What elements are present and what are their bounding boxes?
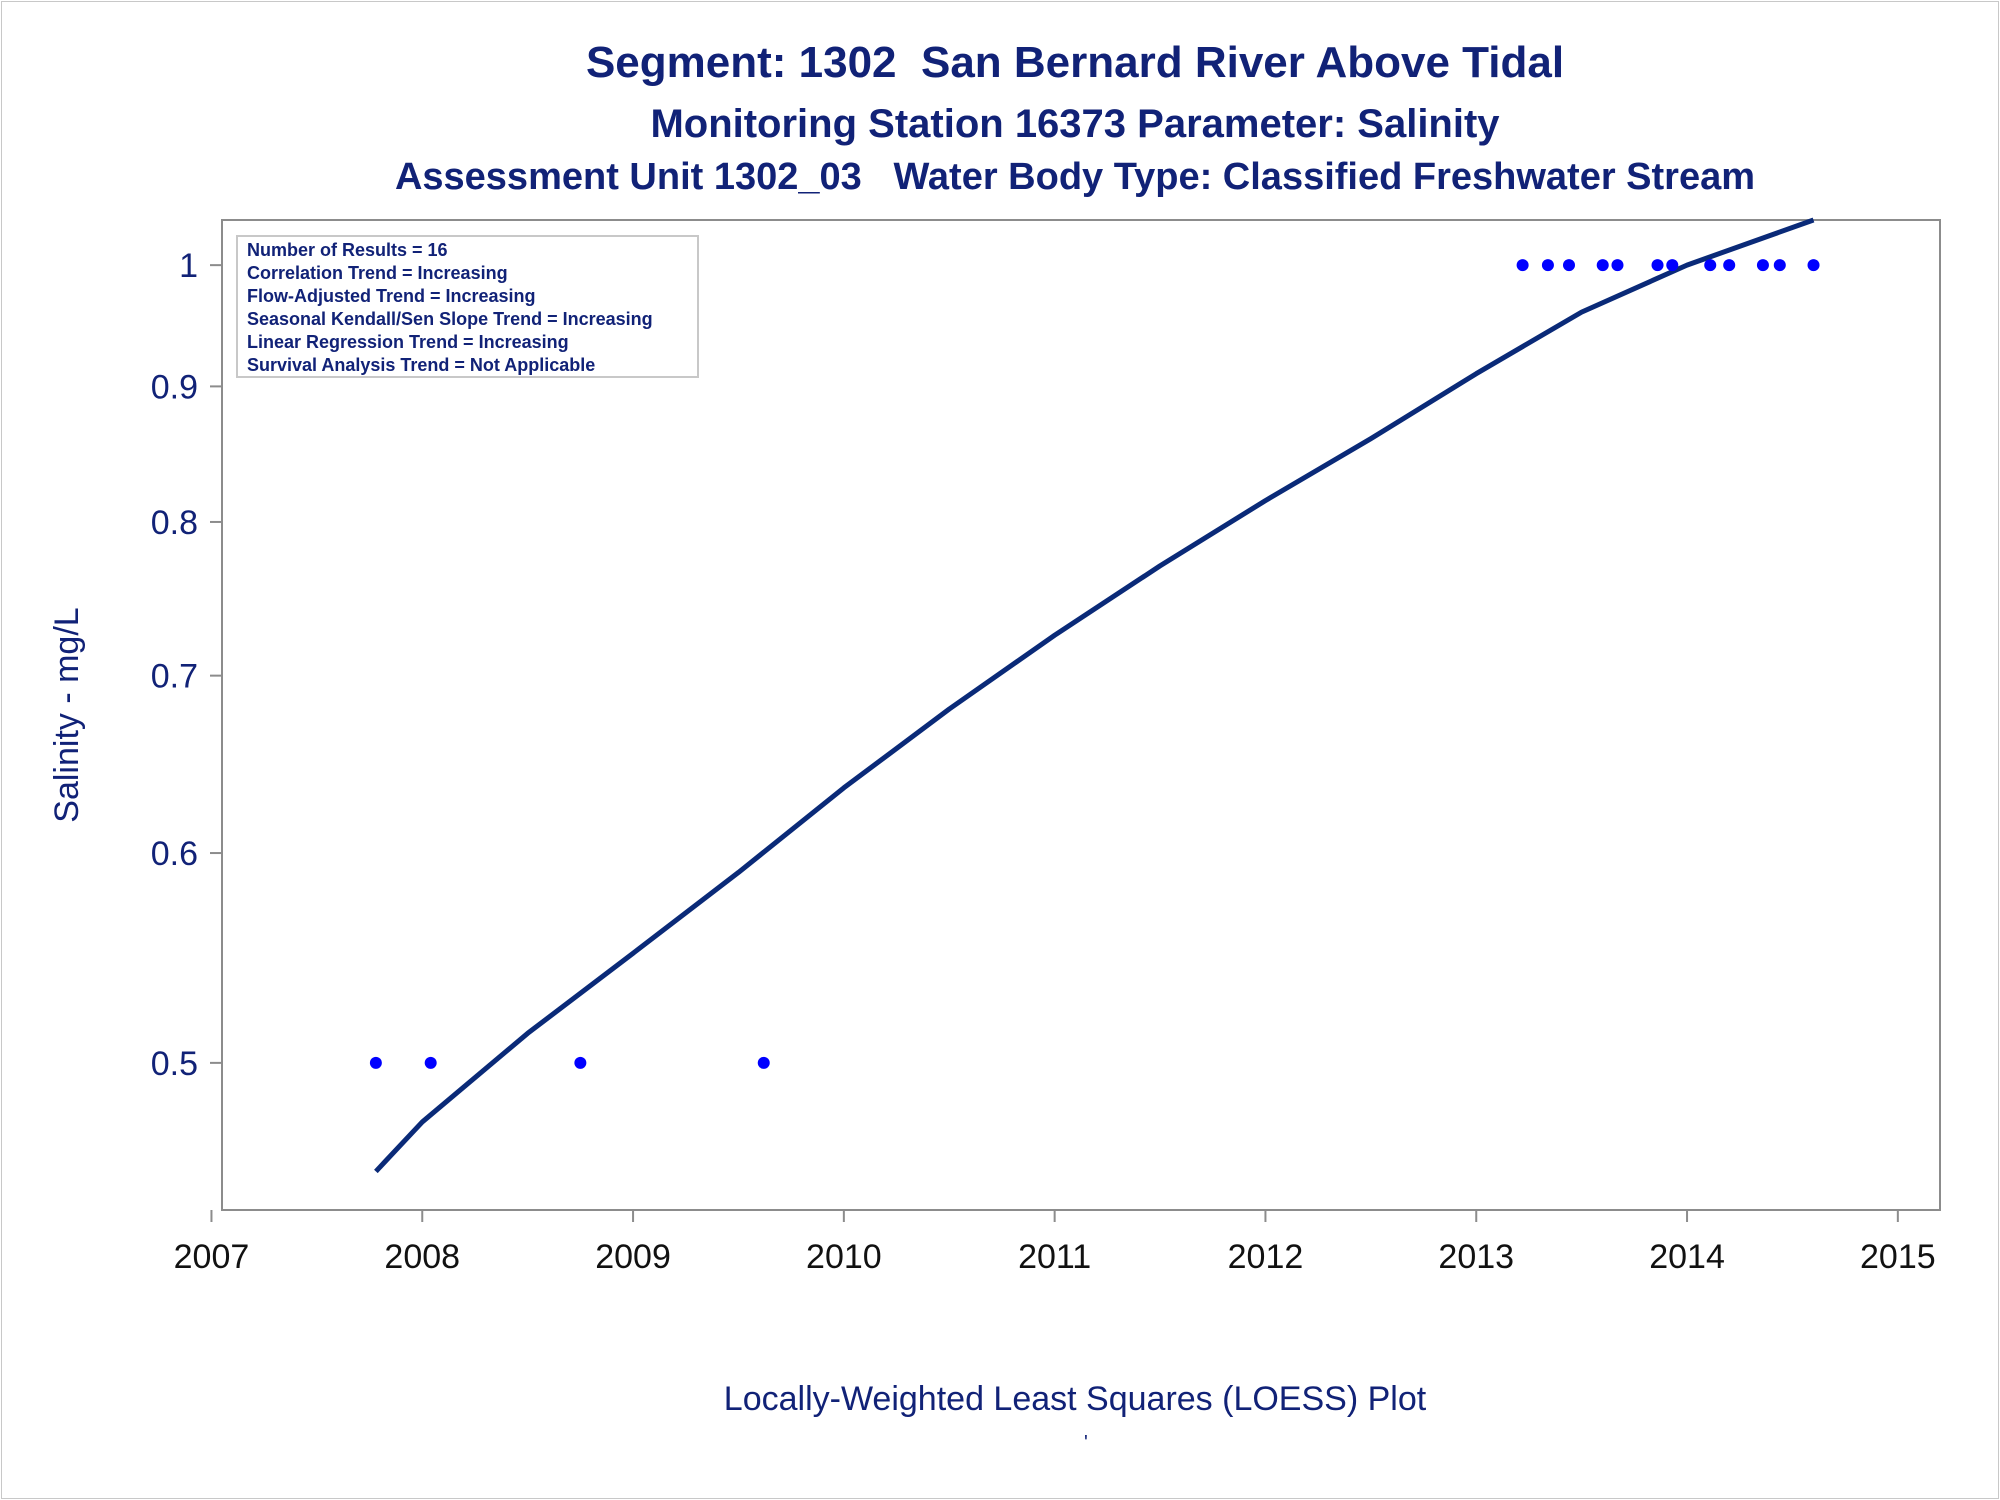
x-axis: 2007 2008 2009 2010 2011 2012 2013 2014 2015: [174, 1210, 1936, 1276]
data-point: [1611, 259, 1624, 272]
chart-subtitle-assessment: Assessment Unit 1302_03 Water Body Type:…: [394, 156, 1756, 198]
y-tick-label: 0.9: [151, 368, 198, 406]
legend-line: Correlation Trend = Increasing: [247, 263, 508, 283]
x-tick-label: 2014: [1649, 1238, 1725, 1276]
data-point: [757, 1056, 770, 1069]
data-point: [574, 1056, 587, 1069]
data-point: [1596, 259, 1609, 272]
y-axis: 0.5 0.6 0.7 0.8 0.9 1: [151, 247, 222, 1083]
data-point: [1516, 259, 1529, 272]
x-tick-label: 2011: [1018, 1238, 1091, 1276]
y-tick-label: 1: [179, 247, 198, 285]
loess-curve-layer: [374, 217, 1815, 1174]
data-point: [1704, 259, 1717, 272]
x-tick-label: 2009: [595, 1238, 671, 1276]
x-tick-label: 2010: [806, 1238, 882, 1276]
data-point: [1541, 259, 1554, 272]
x-tick-label: 2007: [174, 1238, 250, 1276]
y-axis-label: Salinity - mg/L: [48, 607, 86, 822]
legend-line: Number of Results = 16: [247, 240, 448, 260]
data-point: [1756, 259, 1769, 272]
plot-footnote: Locally-Weighted Least Squares (LOESS) P…: [723, 1380, 1427, 1418]
data-point: [1651, 259, 1664, 272]
y-tick-label: 0.6: [151, 835, 198, 873]
data-point: [1666, 259, 1679, 272]
chart-subtitle-station: Monitoring Station 16373 Parameter: Sali…: [650, 102, 1500, 146]
x-tick-label: 2015: [1860, 1238, 1936, 1276]
data-point: [1807, 259, 1820, 272]
y-tick-label: 0.8: [151, 504, 198, 542]
chart-title: Segment: 1302 San Bernard River Above Ti…: [585, 38, 1565, 87]
data-point: [369, 1056, 382, 1069]
y-tick-label: 0.7: [151, 658, 198, 696]
legend-line: Linear Regression Trend = Increasing: [247, 332, 569, 352]
y-tick-label: 0.5: [151, 1045, 198, 1083]
trend-legend: Number of Results = 16 Correlation Trend …: [236, 235, 699, 378]
x-tick-label: 2013: [1438, 1238, 1514, 1276]
legend-line: Survival Analysis Trend = Not Applicable: [247, 355, 595, 375]
plot-area: [221, 219, 1941, 1211]
data-point: [424, 1056, 437, 1069]
data-points-layer: [369, 259, 1820, 1069]
x-tick-label: 2008: [384, 1238, 460, 1276]
footnote-mark: ': [1084, 1432, 1088, 1454]
legend-line: Flow-Adjusted Trend = Increasing: [247, 286, 536, 306]
data-point: [1723, 259, 1736, 272]
data-point: [1562, 259, 1575, 272]
x-tick-label: 2012: [1228, 1238, 1304, 1276]
loess-curve: [374, 217, 1815, 1174]
legend-box: [236, 235, 699, 378]
legend-line: Seasonal Kendall/Sen Slope Trend = Incre…: [247, 309, 653, 329]
data-point: [1773, 259, 1786, 272]
